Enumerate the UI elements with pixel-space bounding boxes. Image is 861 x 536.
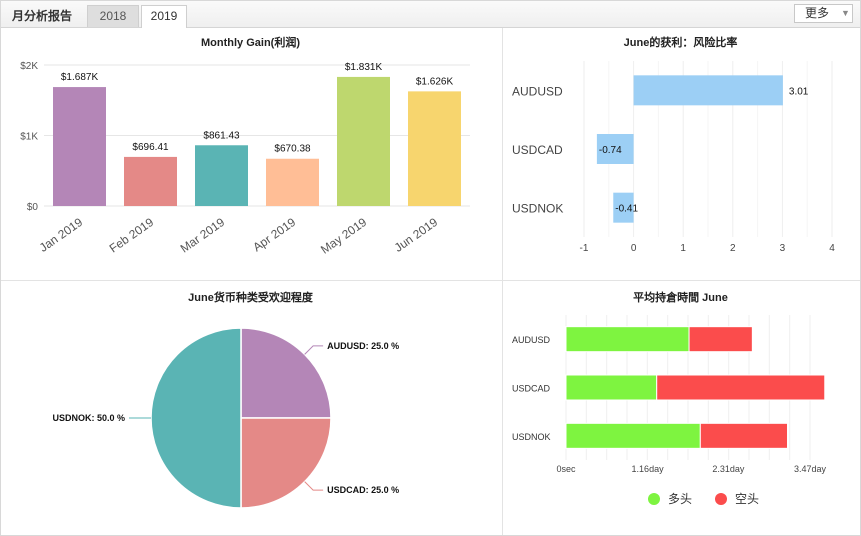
x-tick-label: 1: [680, 243, 686, 254]
report-header: 月分析报告 2018 2019 更多 ▼: [1, 1, 860, 28]
y-tick-label: USDNOK: [512, 202, 563, 216]
risk-ratio-title: June的获利：风险比率: [623, 37, 738, 49]
x-tick-label: Jan 2019: [37, 215, 86, 255]
data-label: $1.687K: [61, 72, 99, 83]
x-tick-label: 3: [780, 243, 786, 254]
y-tick-label: $0: [27, 202, 39, 213]
pie-connector: [304, 345, 324, 355]
x-tick-label: 3.47day: [794, 464, 827, 474]
data-label: $1.831K: [345, 62, 383, 73]
legend-item-short[interactable]: 空头: [715, 490, 759, 507]
bar: [195, 145, 248, 206]
tab-2018[interactable]: 2018: [87, 5, 139, 27]
bar: [53, 87, 106, 206]
panel-divider-horizontal: [1, 280, 860, 281]
pie-connector: [304, 481, 324, 491]
monthly-gain-title: Monthly Gain(利润): [201, 37, 300, 49]
data-label: $696.41: [132, 142, 169, 153]
bar: [266, 158, 319, 206]
bar: [124, 156, 177, 206]
tab-2019[interactable]: 2019: [141, 5, 187, 28]
x-tick-label: 0sec: [556, 464, 576, 474]
more-dropdown[interactable]: 更多 ▼: [794, 4, 853, 23]
x-tick-label: Feb 2019: [107, 215, 157, 256]
y-tick-label: USDNOK: [512, 432, 551, 442]
holding-time-chart: 0sec 1.16day 2.31day 3.47day AUDUSD USDCAD USD…: [512, 315, 827, 474]
data-label: -0.41: [615, 204, 638, 215]
slice-label: AUDUSD: 25.0 %: [327, 341, 399, 351]
pie-slice: [240, 417, 332, 509]
pie-slice: [150, 327, 242, 509]
bar: [613, 192, 634, 223]
x-tick-label: 0: [631, 243, 637, 254]
y-tick-label: AUDUSD: [512, 84, 563, 98]
data-label: -0.74: [599, 145, 622, 156]
report-title: 月分析报告: [12, 9, 73, 23]
data-label: $861.43: [203, 130, 240, 141]
legend-label-long: 多头: [668, 492, 693, 506]
risk-ratio-chart: -1 0 1 2 3 4 AUDUSD 3.01 USDCAD -0.74 USDNOK -0.41: [512, 61, 835, 254]
chevron-down-icon: ▼: [841, 8, 850, 18]
x-tick-label: -1: [580, 243, 589, 254]
pie-slice: [240, 327, 332, 419]
x-tick-label: 2.31day: [712, 464, 745, 474]
legend-dot-long: [648, 493, 660, 505]
y-tick-label: USDCAD: [512, 384, 551, 394]
bar: [408, 91, 461, 206]
legend-label-short: 空头: [735, 492, 760, 506]
panel-divider-vertical: [502, 28, 503, 535]
y-tick-label: USDCAD: [512, 143, 563, 157]
legend-item-long[interactable]: 多头: [648, 490, 692, 507]
x-tick-label: Mar 2019: [178, 215, 228, 256]
bar-segment: [565, 422, 701, 449]
more-label: 更多: [805, 6, 830, 20]
x-tick-label: May 2019: [318, 215, 369, 257]
x-tick-label: 1.16day: [632, 464, 665, 474]
data-label: $1.626K: [416, 76, 454, 87]
x-tick-label: Jun 2019: [392, 215, 441, 255]
currency-popularity-chart: AUDUSD: 25.0 % USDCAD: 25.0 % USDNOK: 50.0…: [52, 327, 399, 509]
y-tick-label: $1K: [20, 132, 38, 143]
x-tick-label: 2: [730, 243, 736, 254]
slice-label: USDCAD: 25.0 %: [327, 485, 399, 495]
data-label: 3.01: [789, 86, 809, 97]
slice-label: USDNOK: 50.0 %: [52, 413, 125, 423]
bar-segment: [656, 374, 826, 401]
currency-popularity-title: June货币种类受欢迎程度: [188, 292, 313, 304]
bar: [337, 76, 390, 206]
legend-dot-short: [715, 493, 727, 505]
data-label: $670.38: [274, 144, 311, 155]
y-tick-label: AUDUSD: [512, 335, 551, 345]
x-tick-label: Apr 2019: [250, 215, 298, 255]
holding-time-title: 平均持倉時間 June: [633, 292, 728, 304]
bar-segment: [699, 422, 788, 449]
bar-segment: [565, 326, 690, 353]
y-tick-label: $2K: [20, 61, 38, 72]
x-tick-label: 4: [829, 243, 835, 254]
monthly-gain-chart: $0 $1K $2K $1.687K Jan 2019 $696.41 Feb 2019 $8…: [20, 61, 470, 257]
bar: [596, 134, 634, 164]
bar-segment: [565, 374, 658, 401]
bar: [633, 75, 783, 106]
bar-segment: [688, 326, 753, 353]
